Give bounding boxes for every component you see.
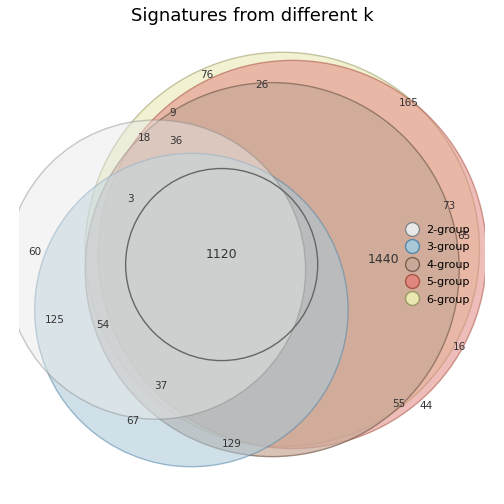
Text: 129: 129: [222, 439, 242, 450]
Title: Signatures from different k: Signatures from different k: [131, 7, 373, 25]
Text: 76: 76: [200, 70, 213, 80]
Circle shape: [35, 153, 348, 467]
Text: 44: 44: [419, 401, 432, 411]
Text: 60: 60: [28, 247, 41, 258]
Text: 16: 16: [453, 342, 466, 352]
Circle shape: [85, 52, 479, 447]
Legend: 2-group, 3-group, 4-group, 5-group, 6-group: 2-group, 3-group, 4-group, 5-group, 6-gr…: [406, 224, 470, 305]
Text: 55: 55: [392, 399, 405, 409]
Circle shape: [85, 83, 459, 457]
Text: 1120: 1120: [206, 248, 237, 261]
Text: 65: 65: [458, 231, 471, 241]
Text: 54: 54: [96, 320, 109, 330]
Text: 18: 18: [138, 133, 151, 143]
Text: 37: 37: [154, 381, 168, 391]
Text: 125: 125: [45, 315, 65, 325]
Text: 36: 36: [169, 136, 183, 146]
Text: 165: 165: [399, 98, 419, 108]
Text: 3: 3: [128, 194, 134, 204]
Text: 26: 26: [256, 80, 269, 90]
Text: 67: 67: [126, 416, 139, 426]
Circle shape: [7, 120, 305, 419]
Text: 1440: 1440: [367, 253, 399, 266]
Circle shape: [98, 60, 486, 449]
Text: 73: 73: [443, 201, 456, 211]
Text: 9: 9: [170, 108, 176, 118]
